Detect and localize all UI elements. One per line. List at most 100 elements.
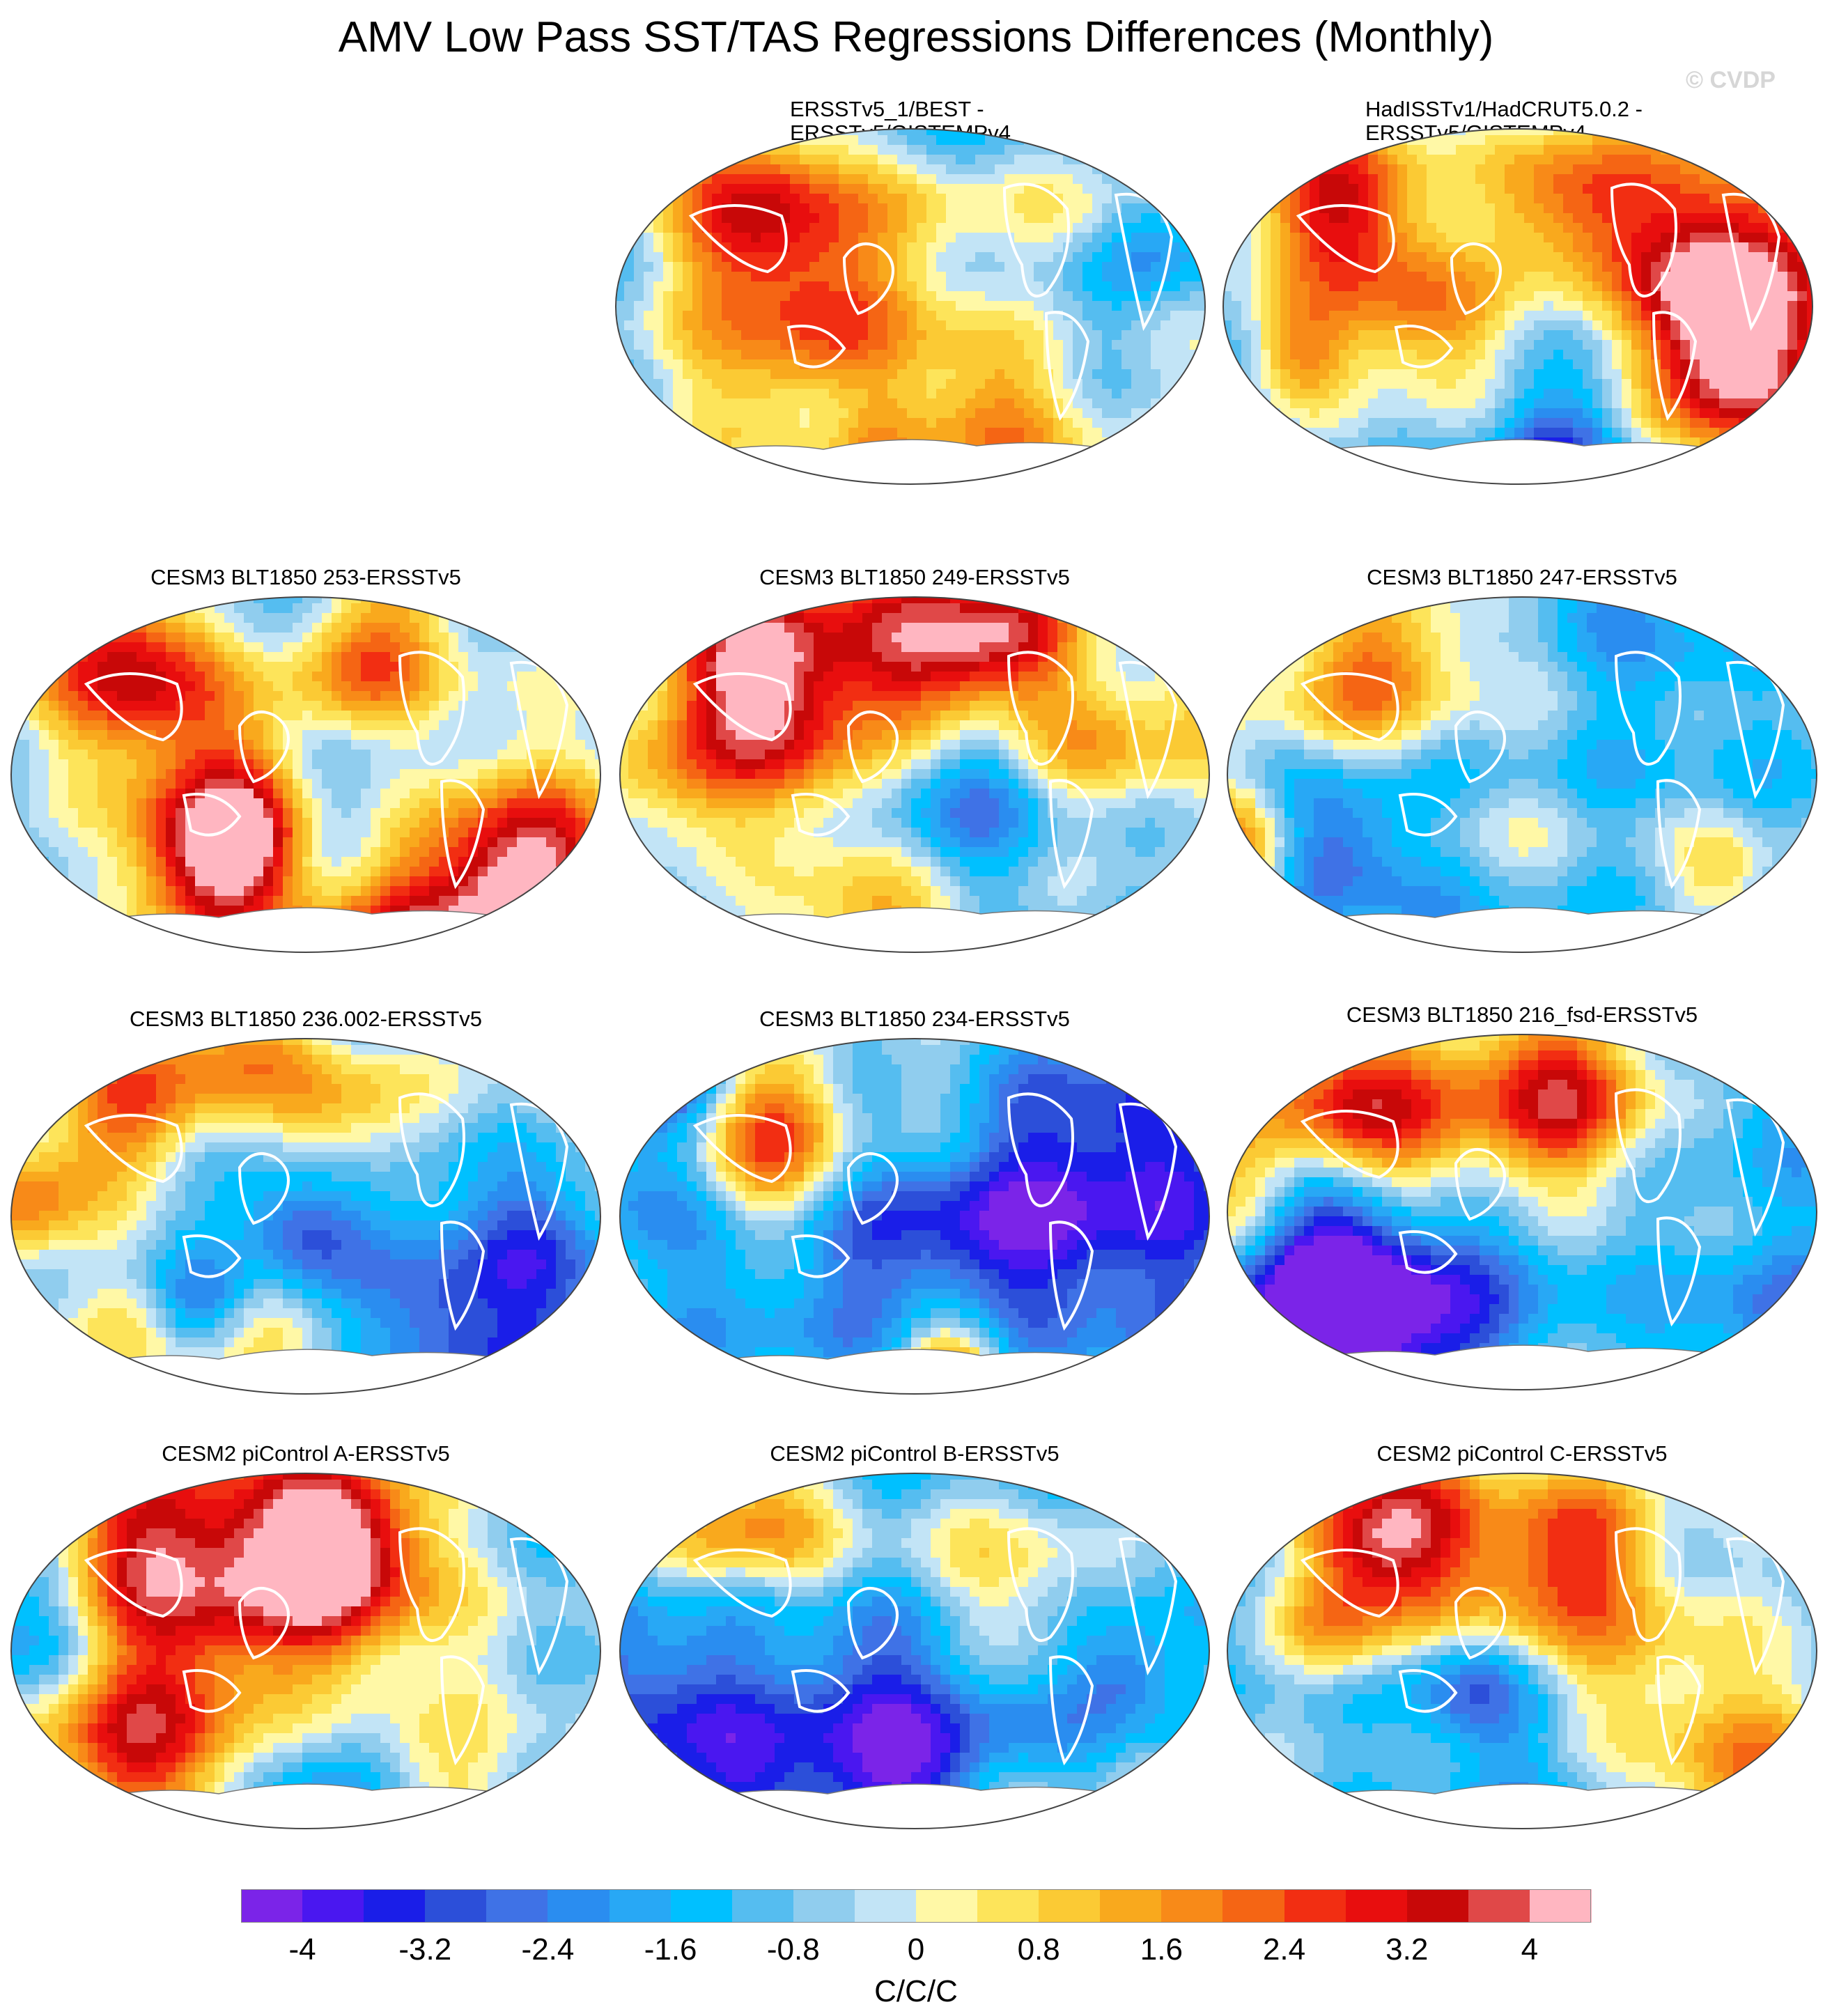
- field-cell: [1661, 350, 1671, 360]
- field-cell: [858, 408, 869, 419]
- field-cell: [1709, 155, 1720, 165]
- field-cell: [566, 603, 576, 614]
- field-cell: [995, 291, 1005, 302]
- field-cell: [1378, 379, 1388, 389]
- field-cell: [1300, 194, 1310, 204]
- field-cell: [946, 291, 956, 302]
- field-cell: [1160, 350, 1171, 360]
- coastline: [1002, 183, 1070, 297]
- field-cell: [527, 603, 537, 614]
- field-cell: [1190, 398, 1200, 409]
- field-cell: [692, 194, 703, 204]
- field-cell: [1251, 311, 1262, 321]
- field-cell: [722, 350, 732, 360]
- field-cell: [702, 164, 713, 175]
- field-cell: [848, 389, 859, 399]
- field-cell: [1739, 447, 1749, 458]
- field-cell: [1807, 233, 1812, 243]
- field-cell: [1300, 398, 1310, 409]
- field-cell: [1417, 135, 1427, 146]
- field-cell: [1553, 184, 1564, 194]
- field-cell: [1573, 272, 1583, 282]
- field-cell: [1436, 437, 1447, 448]
- field-cell: [839, 320, 849, 331]
- field-cell: [1407, 184, 1418, 194]
- field-cell: [1261, 476, 1271, 484]
- field-cell: [1407, 369, 1418, 380]
- field-cell: [1573, 194, 1583, 204]
- field-cell: [1778, 418, 1788, 428]
- field-cell: [1407, 398, 1418, 409]
- field-cell: [59, 623, 69, 633]
- field-cell: [1427, 418, 1437, 428]
- field-cell: [1180, 281, 1190, 292]
- field-cell: [1112, 447, 1122, 458]
- field-cell: [1034, 194, 1044, 204]
- field-cell: [985, 223, 995, 233]
- field-cell: [1748, 379, 1759, 389]
- field-cell: [1141, 129, 1151, 136]
- field-cell: [907, 330, 917, 341]
- field-cell: [1417, 350, 1427, 360]
- field-cell: [1553, 145, 1564, 155]
- field-cell: [1495, 129, 1505, 136]
- field-cell: [1329, 369, 1340, 380]
- field-cell: [790, 252, 800, 263]
- field-cell: [107, 597, 118, 604]
- field-cell: [956, 330, 966, 341]
- field-cell: [1223, 252, 1232, 263]
- field-cell: [1573, 311, 1583, 321]
- field-cell: [985, 262, 995, 272]
- field-cell: [616, 408, 625, 419]
- field-cell: [819, 281, 830, 292]
- field-cell: [1690, 242, 1700, 253]
- field-cell: [985, 301, 995, 311]
- field-cell: [1190, 330, 1200, 341]
- field-cell: [1034, 330, 1044, 341]
- field-cell: [1358, 233, 1369, 243]
- field-cell: [731, 330, 742, 341]
- field-cell: [712, 359, 722, 370]
- field-cell: [761, 379, 771, 389]
- field-cell: [692, 233, 703, 243]
- field-cell: [761, 213, 771, 224]
- field-cell: [1151, 389, 1161, 399]
- field-cell: [819, 233, 830, 243]
- field-cell: [1319, 340, 1330, 350]
- field-cell: [644, 272, 654, 282]
- field-cell: [897, 194, 908, 204]
- field-cell: [1661, 428, 1671, 438]
- field-cell: [1719, 233, 1730, 243]
- field-cell: [839, 486, 849, 488]
- field-cell: [1232, 233, 1242, 243]
- field-cell: [1290, 379, 1301, 389]
- field-cell: [975, 389, 986, 399]
- field-cell: [1797, 281, 1808, 292]
- field-cell: [858, 233, 869, 243]
- field-cell: [1200, 486, 1206, 488]
- field-cell: [800, 369, 810, 380]
- field-cell: [614, 486, 625, 488]
- field-cell: [1446, 408, 1457, 419]
- field-cell: [1456, 379, 1466, 389]
- field-cell: [1466, 203, 1476, 214]
- field-cell: [1251, 129, 1262, 136]
- field-cell: [1583, 320, 1593, 331]
- field-cell: [616, 398, 625, 409]
- field-cell: [741, 418, 752, 428]
- field-cell: [897, 398, 908, 409]
- field-cell: [878, 398, 888, 409]
- field-cell: [722, 330, 732, 341]
- field-cell: [419, 623, 430, 633]
- field-cell: [1160, 437, 1171, 448]
- field-cell: [907, 184, 917, 194]
- field-cell: [644, 135, 654, 146]
- field-cell: [1602, 350, 1613, 360]
- field-cell: [1014, 164, 1025, 175]
- field-cell: [839, 389, 849, 399]
- field-cell: [1680, 291, 1691, 302]
- field-cell: [653, 398, 664, 409]
- field-cell: [858, 418, 869, 428]
- field-cell: [868, 129, 878, 136]
- field-cell: [1378, 194, 1388, 204]
